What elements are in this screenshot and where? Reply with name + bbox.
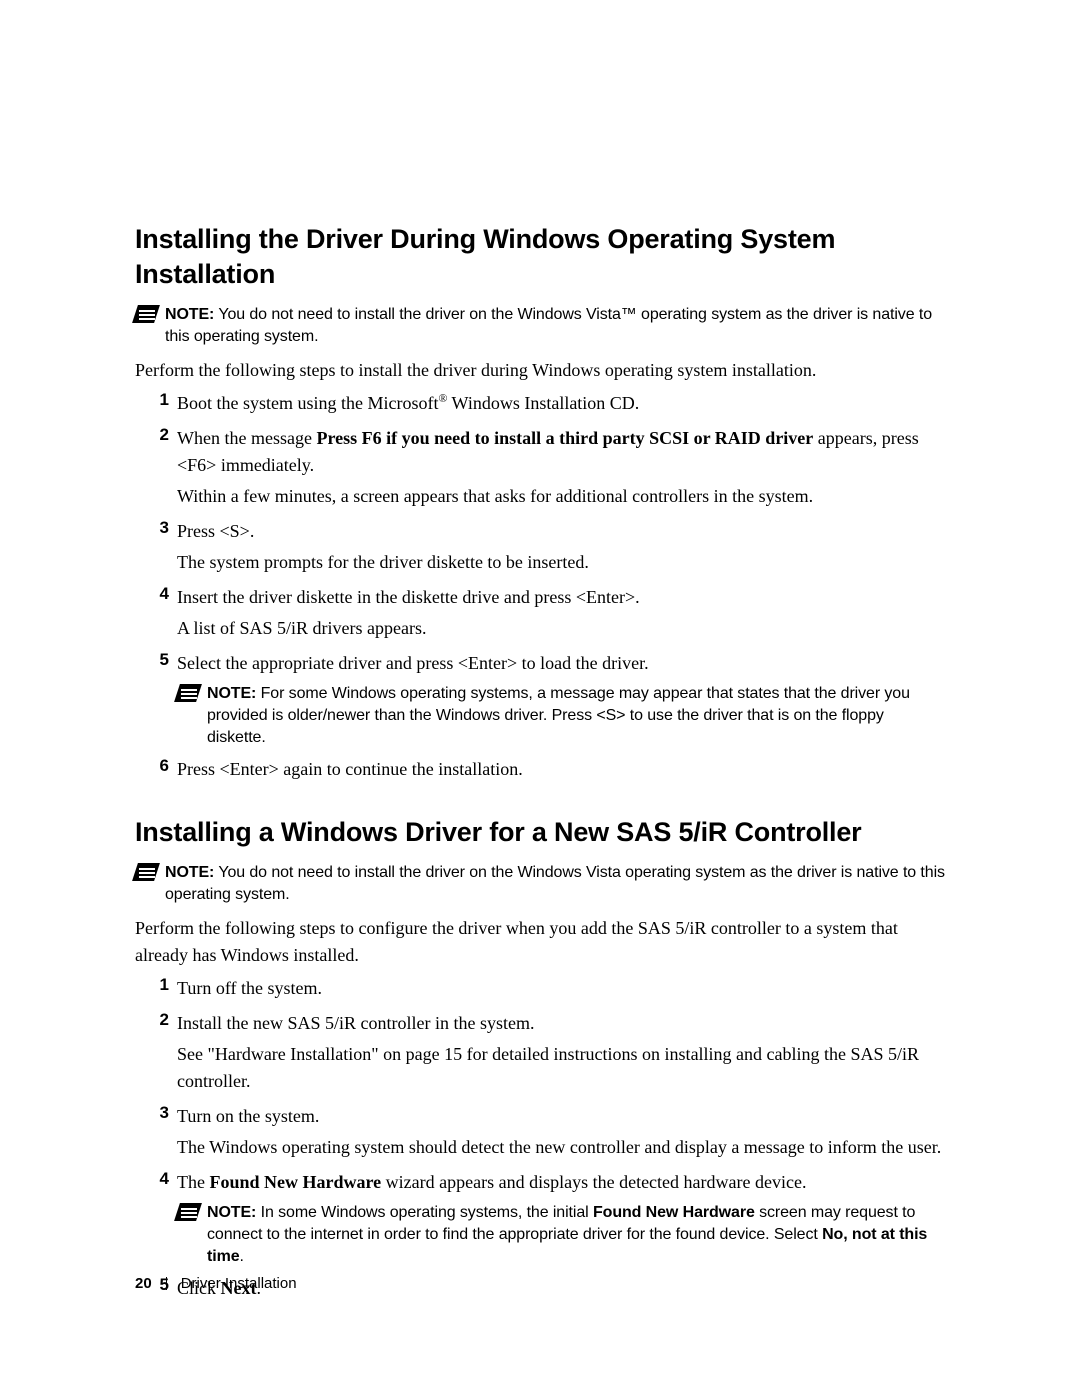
note-label: NOTE:	[207, 685, 256, 702]
step-text: Install the new SAS 5/iR controller in t…	[177, 1010, 945, 1037]
note-label: NOTE:	[207, 1204, 256, 1221]
note-vista-2: NOTE: You do not need to install the dri…	[135, 862, 945, 905]
note-icon	[132, 863, 160, 881]
step-2: Install the new SAS 5/iR controller in t…	[135, 1010, 945, 1095]
text: .	[240, 1248, 244, 1265]
note-icon	[174, 1203, 202, 1221]
steps-list-1: Boot the system using the Microsoft® Win…	[135, 390, 945, 783]
note-body: You do not need to install the driver on…	[165, 864, 945, 903]
heading-install-during-os: Installing the Driver During Windows Ope…	[135, 222, 945, 292]
text: When the message	[177, 428, 316, 448]
step-text: Press <Enter> again to continue the inst…	[177, 756, 945, 783]
note-body: For some Windows operating systems, a me…	[207, 685, 910, 745]
step-5: Select the appropriate driver and press …	[135, 650, 945, 748]
note-text: NOTE: You do not need to install the dri…	[165, 862, 945, 905]
step-text: Select the appropriate driver and press …	[177, 650, 945, 677]
note-driver-version: NOTE: For some Windows operating systems…	[177, 683, 945, 748]
note-label: NOTE:	[165, 306, 214, 323]
heading-install-new-controller: Installing a Windows Driver for a New SA…	[135, 815, 945, 850]
step-text: When the message Press F6 if you need to…	[177, 425, 945, 479]
note-text: NOTE: In some Windows operating systems,…	[207, 1202, 945, 1267]
bold-text: Found New Hardware	[593, 1204, 755, 1221]
step-1: Boot the system using the Microsoft® Win…	[135, 390, 945, 417]
step-subtext: The system prompts for the driver disket…	[177, 549, 945, 576]
note-found-new-hardware: NOTE: In some Windows operating systems,…	[177, 1202, 945, 1267]
page: Installing the Driver During Windows Ope…	[0, 0, 1080, 1397]
footer-divider	[166, 1277, 167, 1290]
step-text: Boot the system using the Microsoft® Win…	[177, 390, 945, 417]
step-1: Turn off the system.	[135, 975, 945, 1002]
step-3: Press <S>. The system prompts for the dr…	[135, 518, 945, 576]
bold-text: Found New Hardware	[209, 1172, 381, 1192]
note-icon	[174, 684, 202, 702]
step-4: Insert the driver diskette in the disket…	[135, 584, 945, 642]
note-vista-1: NOTE: You do not need to install the dri…	[135, 304, 945, 347]
text: Boot the system using the Microsoft	[177, 393, 438, 413]
step-subtext: A list of SAS 5/iR drivers appears.	[177, 615, 945, 642]
step-2: When the message Press F6 if you need to…	[135, 425, 945, 510]
note-body: You do not need to install the driver on…	[165, 306, 932, 345]
step-6: Press <Enter> again to continue the inst…	[135, 756, 945, 783]
bold-text: Press F6 if you need to install a third …	[316, 428, 813, 448]
text: The	[177, 1172, 209, 1192]
step-3: Turn on the system. The Windows operatin…	[135, 1103, 945, 1161]
step-subtext: The Windows operating system should dete…	[177, 1134, 945, 1161]
step-text: The Found New Hardware wizard appears an…	[177, 1169, 945, 1196]
step-text: Insert the driver diskette in the disket…	[177, 584, 945, 611]
step-text: Turn on the system.	[177, 1103, 945, 1130]
text: In some Windows operating systems, the i…	[256, 1204, 593, 1221]
intro-paragraph-1: Perform the following steps to install t…	[135, 357, 945, 384]
steps-list-2: Turn off the system. Install the new SAS…	[135, 975, 945, 1302]
page-footer: 20 Driver Installation	[135, 1275, 297, 1292]
text: wizard appears and displays the detected…	[381, 1172, 806, 1192]
step-subtext: See "Hardware Installation" on page 15 f…	[177, 1041, 945, 1095]
note-label: NOTE:	[165, 864, 214, 881]
note-text: NOTE: You do not need to install the dri…	[165, 304, 945, 347]
note-text: NOTE: For some Windows operating systems…	[207, 683, 945, 748]
note-icon	[132, 305, 160, 323]
page-number: 20	[135, 1275, 152, 1292]
step-4: The Found New Hardware wizard appears an…	[135, 1169, 945, 1267]
step-text: Press <S>.	[177, 518, 945, 545]
text: Windows Installation CD.	[447, 393, 639, 413]
step-subtext: Within a few minutes, a screen appears t…	[177, 483, 945, 510]
footer-section-name: Driver Installation	[181, 1275, 297, 1292]
intro-paragraph-2: Perform the following steps to configure…	[135, 915, 945, 969]
step-text: Turn off the system.	[177, 975, 945, 1002]
